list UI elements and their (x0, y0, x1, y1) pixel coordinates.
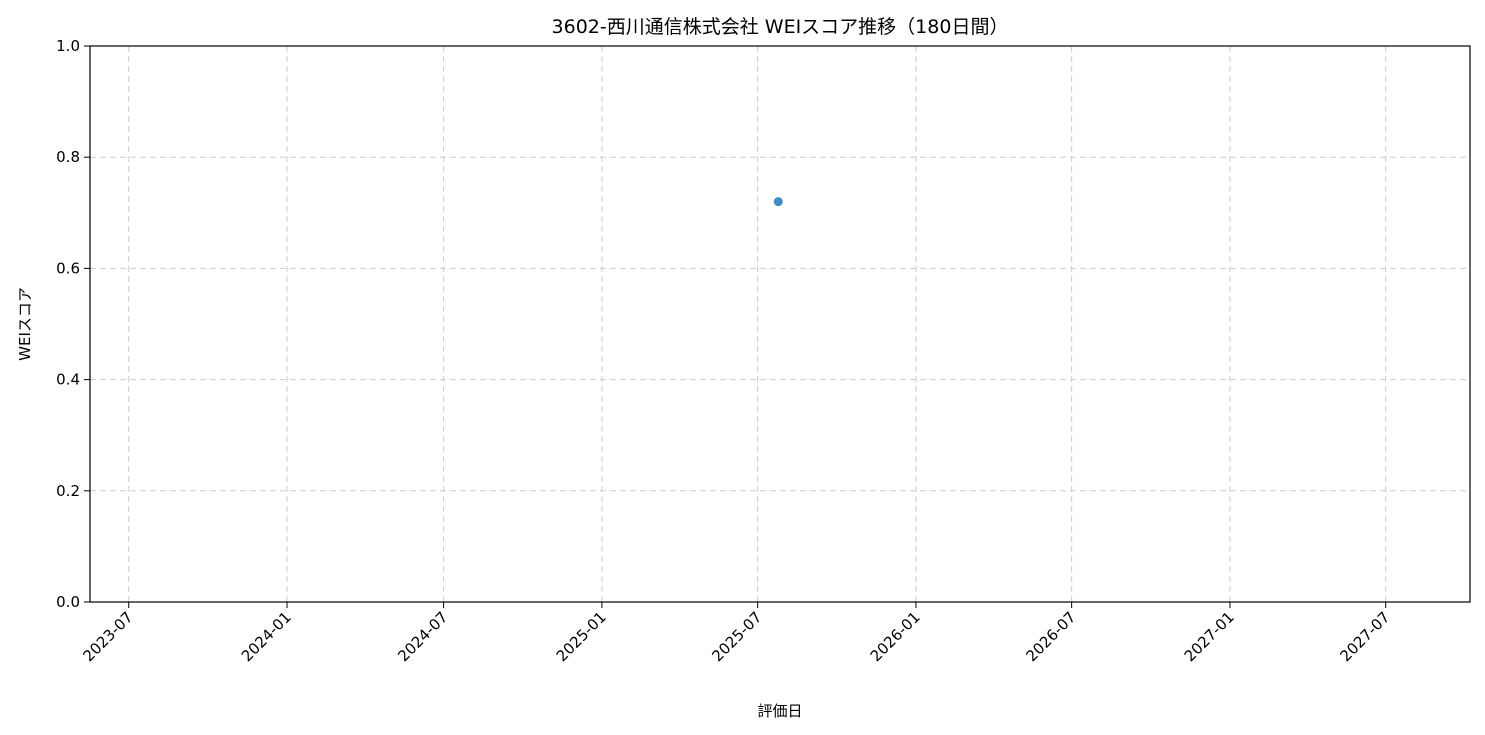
chart-title: 3602-西川通信株式会社 WEIスコア推移（180日間） (552, 16, 1009, 38)
x-axis-label: 評価日 (757, 702, 802, 720)
x-tick-label: 2027-07 (1336, 608, 1393, 665)
y-tick-label: 0.8 (56, 148, 80, 166)
x-tick-label: 2024-01 (238, 608, 295, 665)
y-axis-label: WEIスコア (16, 287, 34, 361)
y-tick-label: 0.2 (56, 482, 80, 500)
data-points (773, 197, 783, 207)
y-tick-label: 0.0 (56, 593, 80, 611)
y-tick-label: 0.4 (56, 371, 80, 389)
x-tick-label: 2025-07 (708, 608, 765, 665)
x-tick-label: 2026-01 (867, 608, 924, 665)
y-tick-label: 0.6 (56, 259, 80, 277)
y-tick-label: 1.0 (56, 37, 80, 55)
grid (90, 46, 1470, 602)
x-tick-label: 2023-07 (79, 608, 136, 665)
x-axis: 2023-07 2024-01 2024-07 2025-01 2025-07 2026-… (79, 602, 1394, 665)
y-axis: 0.0 0.2 0.4 0.6 0.8 1.0 (56, 37, 90, 611)
x-tick-label: 2026-07 (1022, 608, 1079, 665)
plot-frame (89, 45, 1471, 603)
x-tick-label: 2027-01 (1181, 608, 1238, 665)
data-point (773, 197, 783, 207)
x-tick-label: 2024-07 (394, 608, 451, 665)
x-tick-label: 2025-01 (553, 608, 610, 665)
